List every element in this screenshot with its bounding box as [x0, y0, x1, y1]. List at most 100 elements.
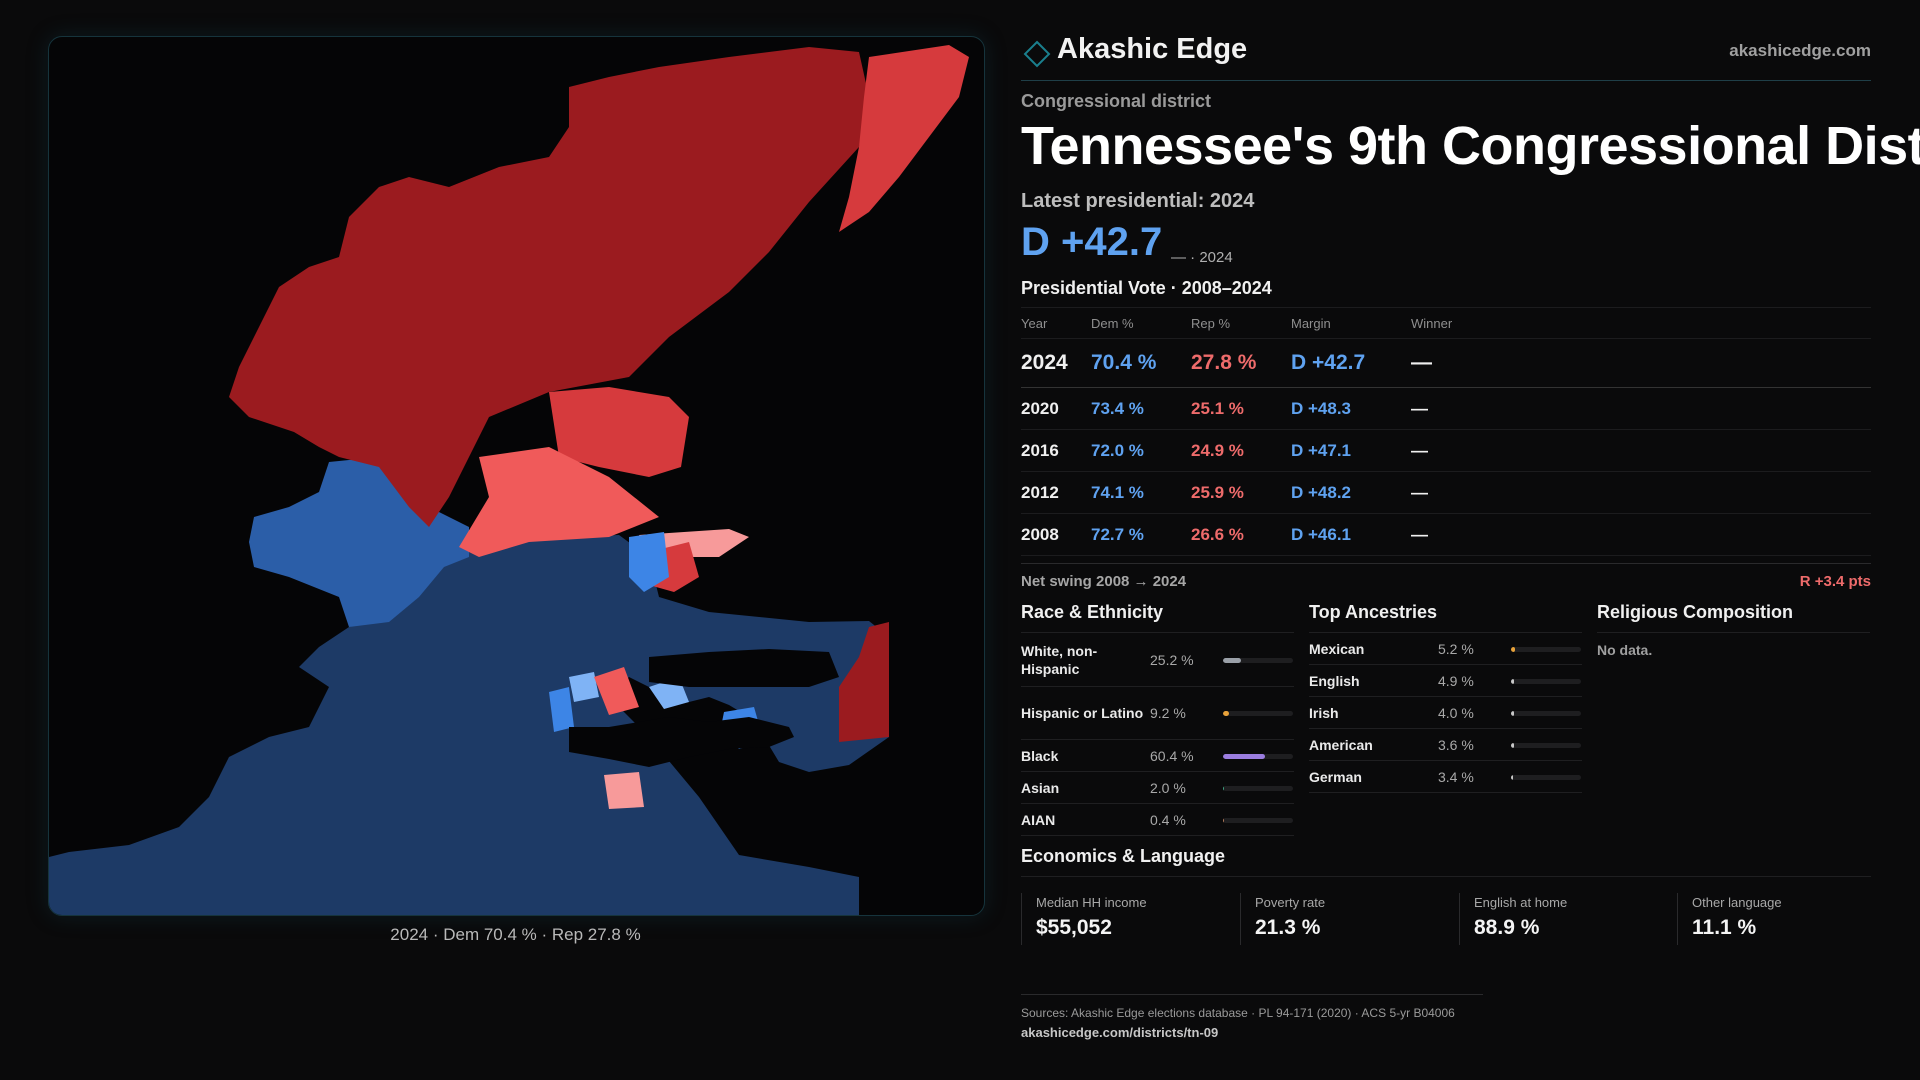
row-rep-pct: 24.9 % — [1191, 440, 1244, 460]
ancestry-value: 4.9 % — [1438, 672, 1474, 689]
ancestry-value: 3.6 % — [1438, 736, 1474, 753]
presidential-vote-table: Year Dem % Rep % Margin Winner 2024 70.4… — [1021, 307, 1871, 556]
table-row: 2020 73.4 % 25.1 % D +48.3 — — [1021, 388, 1871, 430]
map-region-strong-rep-east — [839, 622, 889, 742]
sources-divider — [1021, 994, 1483, 995]
district-map[interactable] — [48, 36, 985, 916]
ancestry-label: German — [1309, 768, 1362, 785]
demographic-bar-fill — [1223, 657, 1241, 663]
ancestry-bar-fill — [1511, 774, 1514, 780]
ancestry-bar-fill — [1511, 678, 1515, 684]
map-caption: 2024 · Dem 70.4 % · Rep 27.8 % — [390, 925, 641, 944]
row-dem-pct: 72.7 % — [1091, 524, 1144, 544]
map-region-lean-rep-2 — [594, 667, 639, 715]
map-region-lean-dem-1 — [629, 532, 669, 592]
brand-url-link[interactable]: akashicedge.com — [1729, 41, 1871, 60]
col-header-winner: Winner — [1411, 315, 1453, 331]
ancestry-bar — [1511, 678, 1581, 684]
row-winner: — — [1411, 482, 1428, 502]
table-row: 2024 70.4 % 27.8 % D +42.7 — — [1021, 339, 1871, 388]
row-dem-pct: 72.0 % — [1091, 440, 1144, 460]
row-winner: — — [1411, 351, 1432, 374]
race-ethnicity-section: Race & Ethnicity White, non-Hispanic 25.… — [1021, 602, 1294, 836]
religion-section: Religious Composition No data. — [1597, 602, 1870, 658]
map-cutout-channel — [649, 649, 839, 687]
precinct-map-svg — [49, 45, 969, 915]
row-year: 2008 — [1021, 524, 1059, 544]
ancestry-bar — [1511, 646, 1581, 652]
district-panel: Akashic Edge akashicedge.com Congression… — [1021, 0, 1920, 1080]
religion-title: Religious Composition — [1597, 602, 1870, 633]
ancestry-row: Irish 4.0 % — [1309, 697, 1582, 729]
econ-label: Poverty rate — [1255, 895, 1326, 910]
header-divider — [1021, 80, 1871, 81]
row-year: 2012 — [1021, 482, 1059, 502]
econ-label: Other language — [1692, 895, 1782, 910]
demographic-label: Asian — [1021, 779, 1060, 796]
econ-label: English at home — [1474, 895, 1568, 910]
page-title: Tennessee's 9th Congressional District — [1021, 116, 1920, 176]
map-region-lean-rep — [459, 447, 659, 557]
ancestry-bar — [1511, 742, 1581, 748]
net-swing-value: R +3.4 pts — [1799, 573, 1871, 590]
ancestry-label: Mexican — [1309, 640, 1365, 657]
row-dem-pct: 74.1 % — [1091, 482, 1144, 502]
row-winner: — — [1411, 440, 1428, 460]
econ-card-median-income: Median HH income $55,052 — [1021, 893, 1241, 945]
table-row: 2016 72.0 % 24.9 % D +47.1 — — [1021, 430, 1871, 472]
econ-card-english-at-home: English at home 88.9 % — [1459, 893, 1679, 945]
row-margin: D +47.1 — [1291, 440, 1352, 460]
row-margin: D +48.2 — [1291, 482, 1352, 502]
district-type-label: Congressional district — [1021, 91, 1212, 111]
row-winner: — — [1411, 398, 1428, 418]
row-rep-pct: 26.6 % — [1191, 524, 1244, 544]
ancestries-section: Top Ancestries Mexican 5.2 % English 4.9… — [1309, 602, 1582, 793]
demographic-bar-fill — [1223, 711, 1230, 716]
table-row: 2008 72.7 % 26.6 % D +46.1 — — [1021, 514, 1871, 556]
econ-value: 11.1 % — [1692, 916, 1757, 939]
econ-card-other-language: Other language 11.1 % — [1677, 893, 1872, 945]
map-region-tilt-dem-2 — [569, 672, 599, 702]
sources-text: Sources: Akashic Edge elections database… — [1021, 1006, 1455, 1020]
brand-name: Akashic Edge — [1057, 33, 1248, 65]
map-region-lean-dem-3 — [549, 687, 574, 732]
ancestries-title: Top Ancestries — [1309, 602, 1582, 633]
ancestry-label: Irish — [1309, 704, 1339, 721]
ancestry-row: English 4.9 % — [1309, 665, 1582, 697]
col-header-rep: Rep % — [1191, 315, 1231, 331]
row-margin: D +48.3 — [1291, 398, 1352, 418]
econ-label: Median HH income — [1036, 895, 1147, 910]
demographic-value: 25.2 % — [1150, 651, 1194, 668]
econ-card-poverty-rate: Poverty rate 21.3 % — [1240, 893, 1460, 945]
econ-value: $55,052 — [1036, 916, 1112, 939]
row-margin: D +42.7 — [1291, 351, 1366, 374]
col-header-margin: Margin — [1291, 315, 1331, 331]
ancestry-bar — [1511, 774, 1581, 780]
row-rep-pct: 25.1 % — [1191, 398, 1244, 418]
row-winner: — — [1411, 524, 1428, 544]
latest-presidential-label: Latest presidential: 2024 — [1021, 190, 1255, 212]
ancestry-label: American — [1309, 736, 1373, 753]
latest-margin-sub: — · 2024 — [1171, 249, 1233, 266]
diamond-logo-icon — [1023, 40, 1051, 68]
row-dem-pct: 70.4 % — [1091, 351, 1157, 374]
demographic-value: 9.2 % — [1150, 705, 1186, 721]
district-url-link[interactable]: akashicedge.com/districts/tn-09 — [1021, 1025, 1219, 1040]
economics-title: Economics & Language — [1021, 846, 1871, 877]
demographic-row: White, non-Hispanic 25.2 % — [1021, 633, 1294, 687]
ancestry-row: American 3.6 % — [1309, 729, 1582, 761]
vote-table-heading: Presidential Vote · 2008–2024 — [1021, 278, 1272, 298]
ancestry-bar — [1511, 710, 1581, 716]
ancestry-value: 3.4 % — [1438, 768, 1474, 785]
demographic-bar-fill — [1223, 785, 1225, 791]
ancestry-value: 4.0 % — [1438, 704, 1474, 721]
ancestry-label: English — [1309, 672, 1360, 689]
ancestry-bar-fill — [1511, 646, 1515, 652]
econ-value: 21.3 % — [1255, 916, 1321, 939]
ancestry-bar-fill — [1511, 710, 1514, 716]
demographic-value: 2.0 % — [1150, 779, 1186, 796]
map-region-rep-center — [549, 387, 689, 477]
demographic-value: 60.4 % — [1150, 747, 1194, 764]
map-region-tilt-rep-2 — [604, 772, 644, 809]
ancestry-row: German 3.4 % — [1309, 761, 1582, 793]
